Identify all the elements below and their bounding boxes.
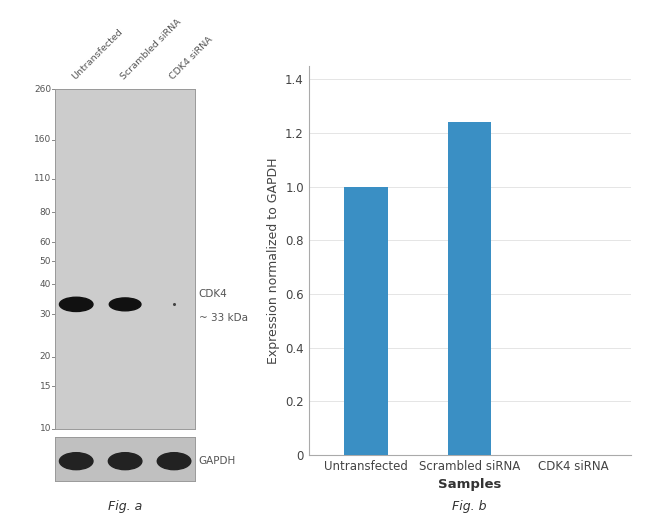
Bar — [448, 122, 491, 455]
Text: ~ 33 kDa: ~ 33 kDa — [199, 313, 248, 323]
Text: 60: 60 — [40, 238, 51, 247]
Text: 50: 50 — [40, 257, 51, 266]
Text: 30: 30 — [40, 310, 51, 319]
Text: 15: 15 — [40, 382, 51, 391]
Text: 260: 260 — [34, 85, 51, 94]
Text: 40: 40 — [40, 280, 51, 289]
Text: Scrambled siRNA: Scrambled siRNA — [119, 17, 183, 81]
Ellipse shape — [109, 298, 141, 311]
Text: 20: 20 — [40, 352, 51, 361]
Ellipse shape — [59, 453, 93, 470]
Text: 110: 110 — [34, 175, 51, 184]
Text: 160: 160 — [34, 136, 51, 145]
Text: 10: 10 — [40, 424, 51, 433]
Text: 80: 80 — [40, 208, 51, 217]
Text: CDK4 siRNA: CDK4 siRNA — [168, 34, 214, 81]
Bar — [344, 187, 387, 455]
Y-axis label: Expression normalized to GAPDH: Expression normalized to GAPDH — [266, 157, 280, 363]
Text: Untransfected: Untransfected — [70, 27, 124, 81]
Ellipse shape — [59, 297, 93, 311]
Ellipse shape — [157, 453, 191, 470]
Text: CDK4: CDK4 — [199, 289, 228, 299]
X-axis label: Samples: Samples — [438, 479, 501, 491]
Text: Fig. b: Fig. b — [452, 500, 487, 513]
Ellipse shape — [109, 453, 142, 470]
Text: Fig. a: Fig. a — [108, 500, 142, 513]
Text: GAPDH: GAPDH — [199, 456, 236, 466]
